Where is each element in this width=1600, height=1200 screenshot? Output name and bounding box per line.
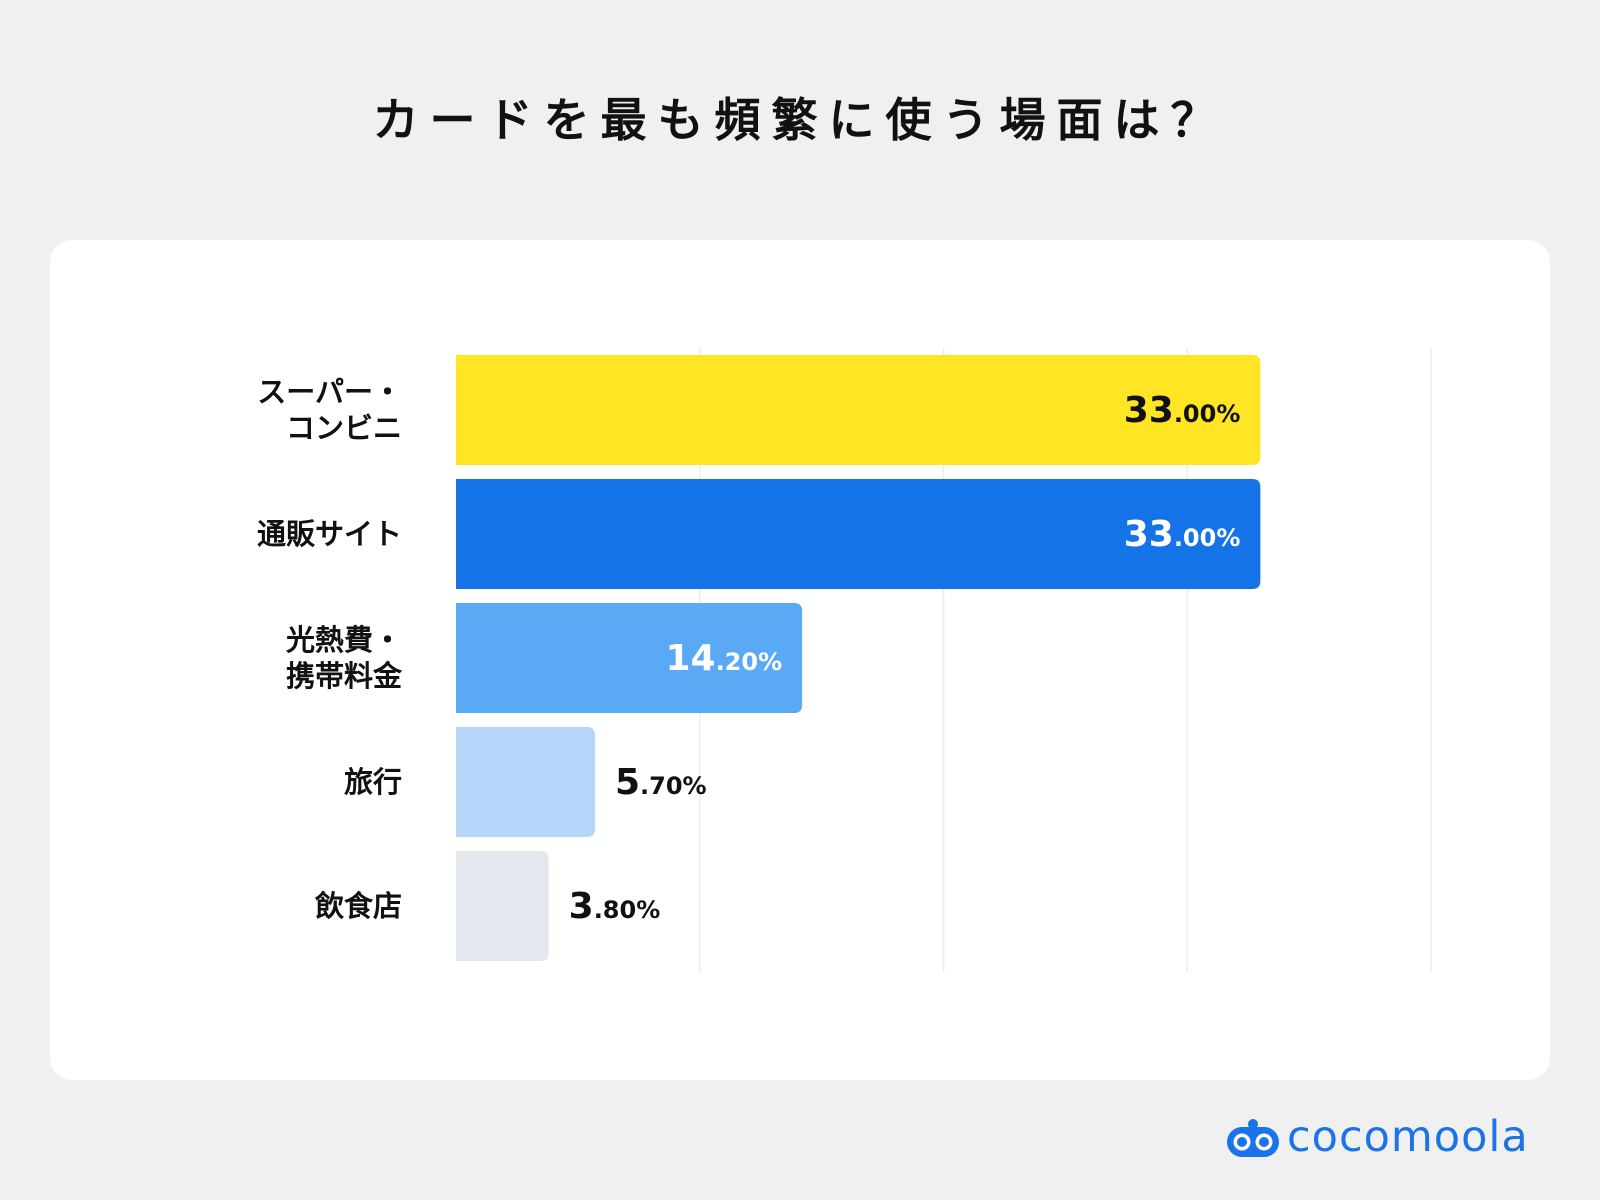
cocomoola-logo-icon (1227, 1119, 1279, 1157)
value-label-decimal: .20% (716, 648, 783, 676)
category-label-line: 飲食店 (315, 889, 402, 923)
value-label-decimal: .00% (1174, 400, 1241, 428)
category-label-line: スーパー・ (257, 375, 402, 409)
bar (456, 603, 803, 713)
value-label-integer: 33 (1124, 390, 1174, 431)
value-label: 3.80% (569, 886, 661, 927)
category-label-line: 携帯料金 (286, 659, 403, 693)
bar-group: スーパー・コンビニ 33.00% (257, 355, 1261, 465)
brand-logo: cocomoola (1225, 1112, 1529, 1162)
bar (456, 479, 1261, 589)
bar (456, 851, 549, 961)
value-label-integer: 33 (1124, 514, 1174, 555)
value-label-integer: 5 (615, 762, 640, 803)
category-label: 光熱費・携帯料金 (286, 623, 403, 693)
category-label: 旅行 (344, 765, 402, 799)
value-label: 33.00% (1124, 514, 1241, 555)
category-label: スーパー・コンビニ (257, 375, 402, 445)
bar-chart: スーパー・コンビニ 33.00%通販サイト 33.00%光熱費・携帯料金 14.20%… (257, 348, 1432, 972)
bar (456, 727, 595, 837)
bar (456, 355, 1261, 465)
value-label-decimal: .80% (594, 896, 661, 924)
value-label-integer: 3 (569, 886, 594, 927)
bar-group: 通販サイト 33.00% (257, 479, 1261, 589)
brand-name: cocomoola (1287, 1112, 1529, 1162)
value-label: 14.20% (665, 638, 782, 679)
value-label-integer: 14 (665, 638, 715, 679)
category-label-line: 旅行 (344, 765, 402, 799)
category-label-line: 通販サイト (257, 517, 402, 551)
category-label-line: コンビニ (286, 411, 402, 445)
value-label: 33.00% (1124, 390, 1241, 431)
bar-group: 旅行 5.70% (344, 727, 707, 837)
bar-group: 飲食店 3.80% (315, 851, 660, 961)
category-label-line: 光熱費・ (286, 623, 402, 657)
value-label: 5.70% (615, 762, 707, 803)
value-label-decimal: .00% (1174, 524, 1241, 552)
page-title: カードを最も頻繁に使う場面は？ (372, 93, 1228, 147)
value-label-decimal: .70% (640, 772, 707, 800)
category-label: 飲食店 (315, 889, 402, 923)
bar-group: 光熱費・携帯料金 14.20% (286, 603, 803, 713)
category-label: 通販サイト (257, 517, 402, 551)
chart-card: スーパー・コンビニ 33.00% 通販サイト 33.00% 光熱費・携帯料金 14.20%… (50, 240, 1550, 1080)
